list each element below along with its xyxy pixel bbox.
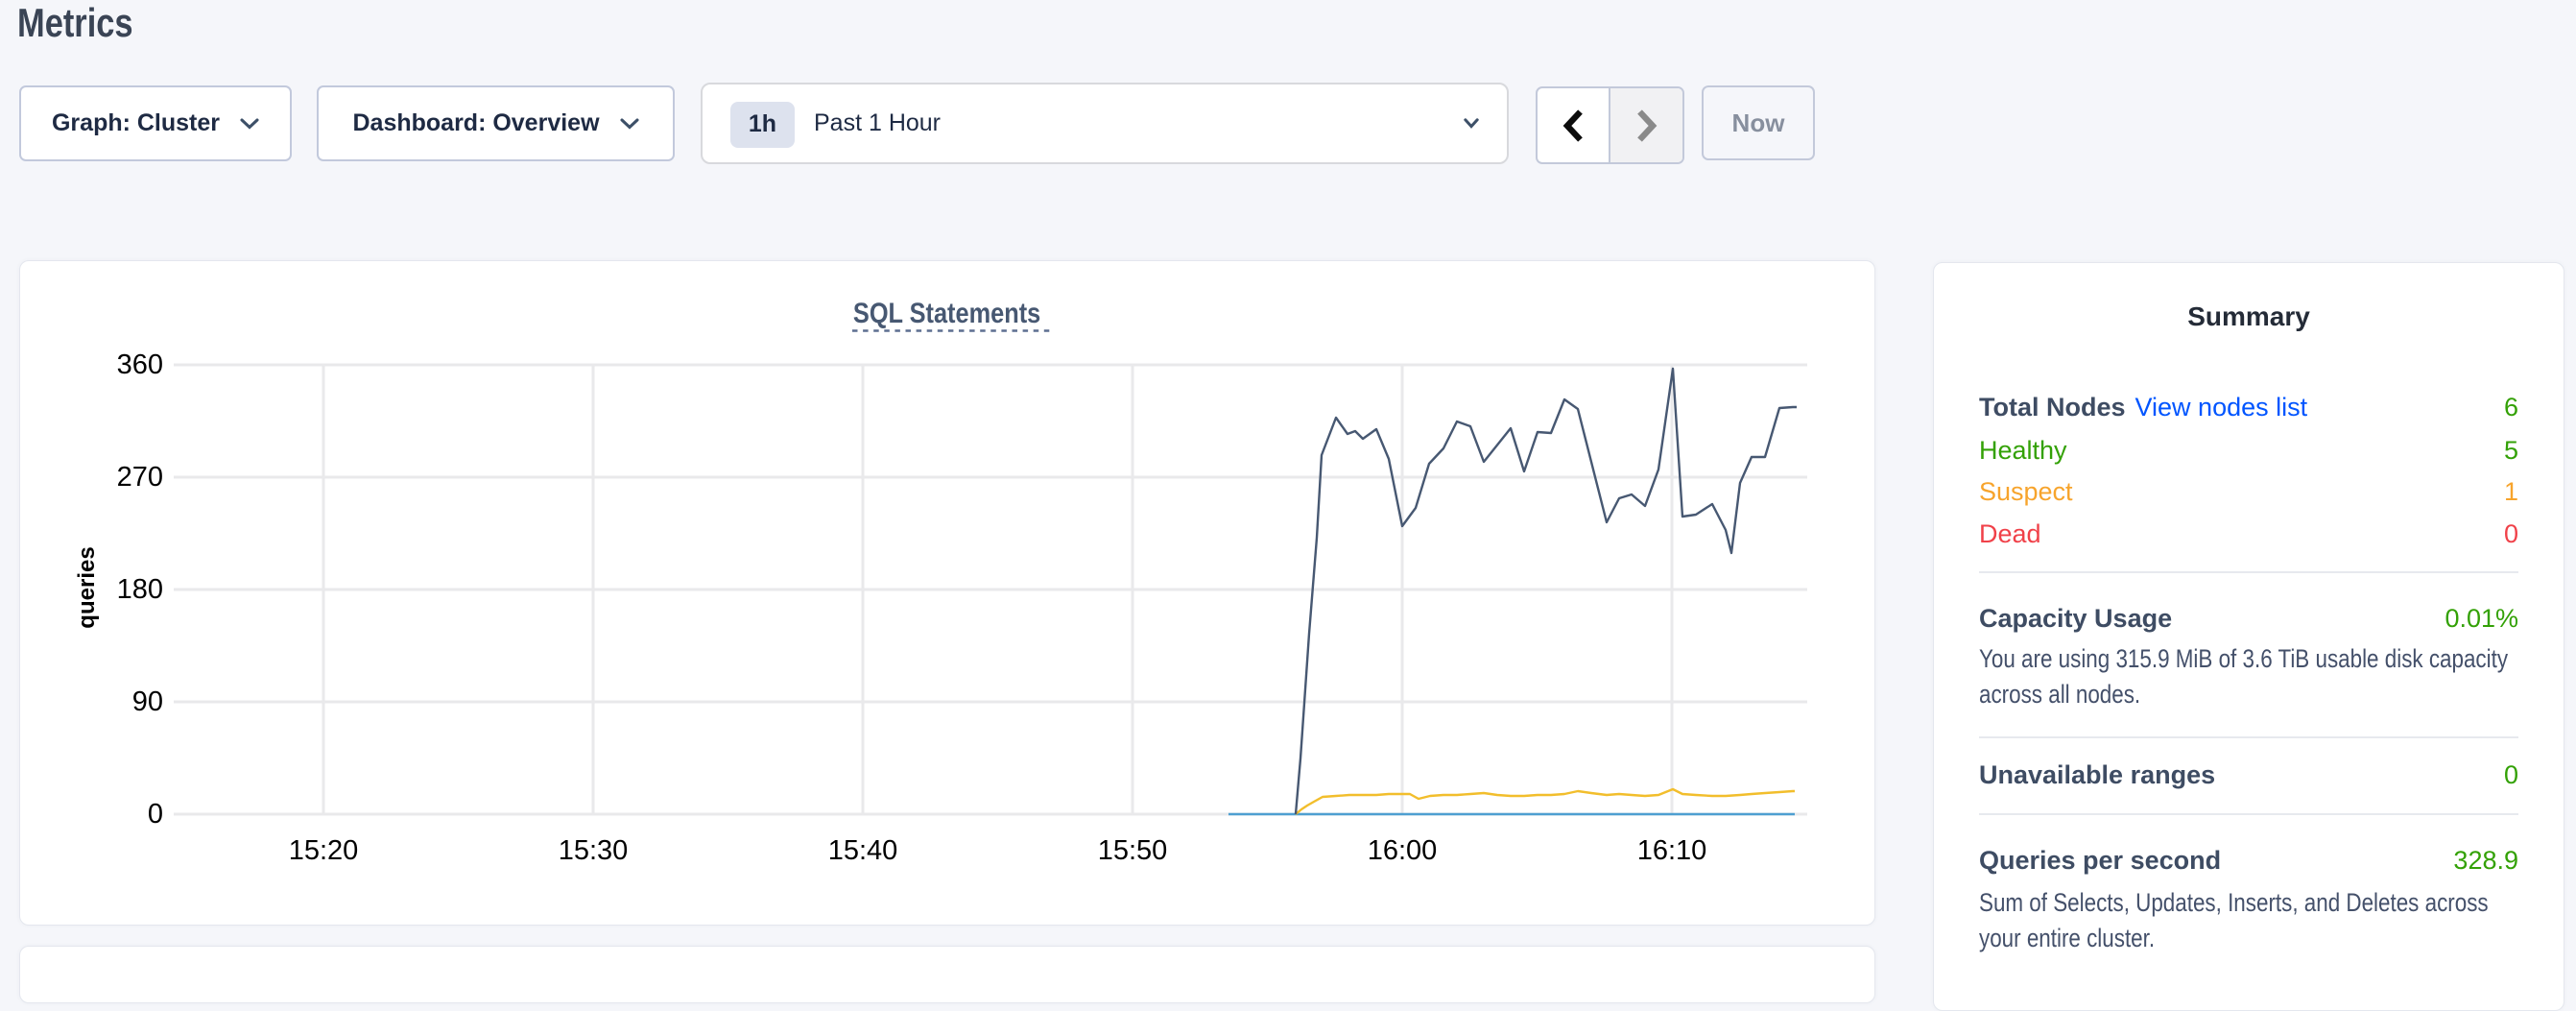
svg-text:15:20: 15:20 (289, 835, 359, 866)
svg-text:16:10: 16:10 (1637, 835, 1707, 866)
svg-text:90: 90 (132, 686, 163, 717)
svg-text:270: 270 (117, 462, 163, 493)
svg-text:180: 180 (117, 574, 163, 605)
svg-text:15:40: 15:40 (828, 835, 898, 866)
svg-text:15:50: 15:50 (1098, 835, 1168, 866)
svg-text:16:00: 16:00 (1368, 835, 1438, 866)
svg-text:queries: queries (74, 546, 100, 628)
svg-text:360: 360 (117, 349, 163, 380)
svg-text:15:30: 15:30 (559, 835, 629, 866)
svg-text:0: 0 (148, 799, 163, 830)
